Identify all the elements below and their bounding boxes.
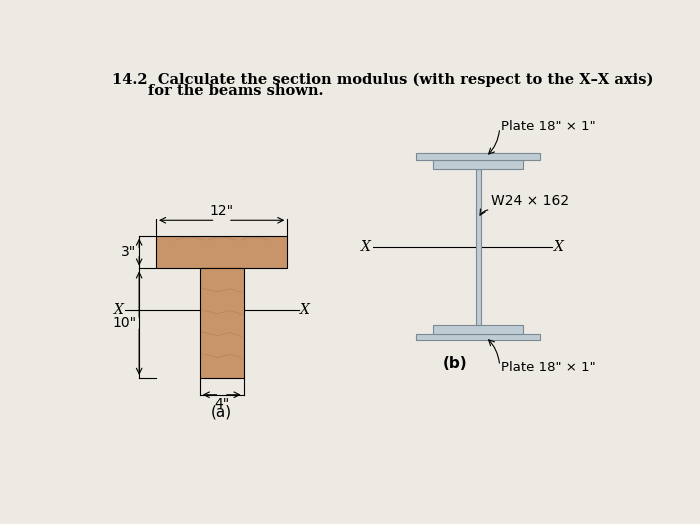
Bar <box>156 236 287 268</box>
Bar <box>433 160 523 169</box>
Text: 4": 4" <box>214 397 230 411</box>
Text: X: X <box>554 240 564 254</box>
Text: 12": 12" <box>209 204 234 218</box>
Text: 10": 10" <box>112 316 136 330</box>
Text: X: X <box>361 240 371 254</box>
Bar <box>199 268 244 378</box>
Text: (a): (a) <box>211 404 232 419</box>
Text: W24 × 162: W24 × 162 <box>491 194 569 208</box>
Text: 3": 3" <box>121 245 136 259</box>
Bar <box>416 334 540 341</box>
Text: 14.2  Calculate the section modulus (with respect to the X–X axis): 14.2 Calculate the section modulus (with… <box>112 72 654 86</box>
Text: Plate 18" × 1": Plate 18" × 1" <box>501 361 596 374</box>
Bar <box>416 154 540 160</box>
Text: X: X <box>114 303 124 317</box>
Text: X: X <box>300 303 310 317</box>
Bar <box>433 325 523 334</box>
Text: (b): (b) <box>442 356 468 371</box>
Text: Plate 18" × 1": Plate 18" × 1" <box>501 120 596 133</box>
Text: for the beams shown.: for the beams shown. <box>112 84 324 97</box>
Bar <box>476 169 480 325</box>
